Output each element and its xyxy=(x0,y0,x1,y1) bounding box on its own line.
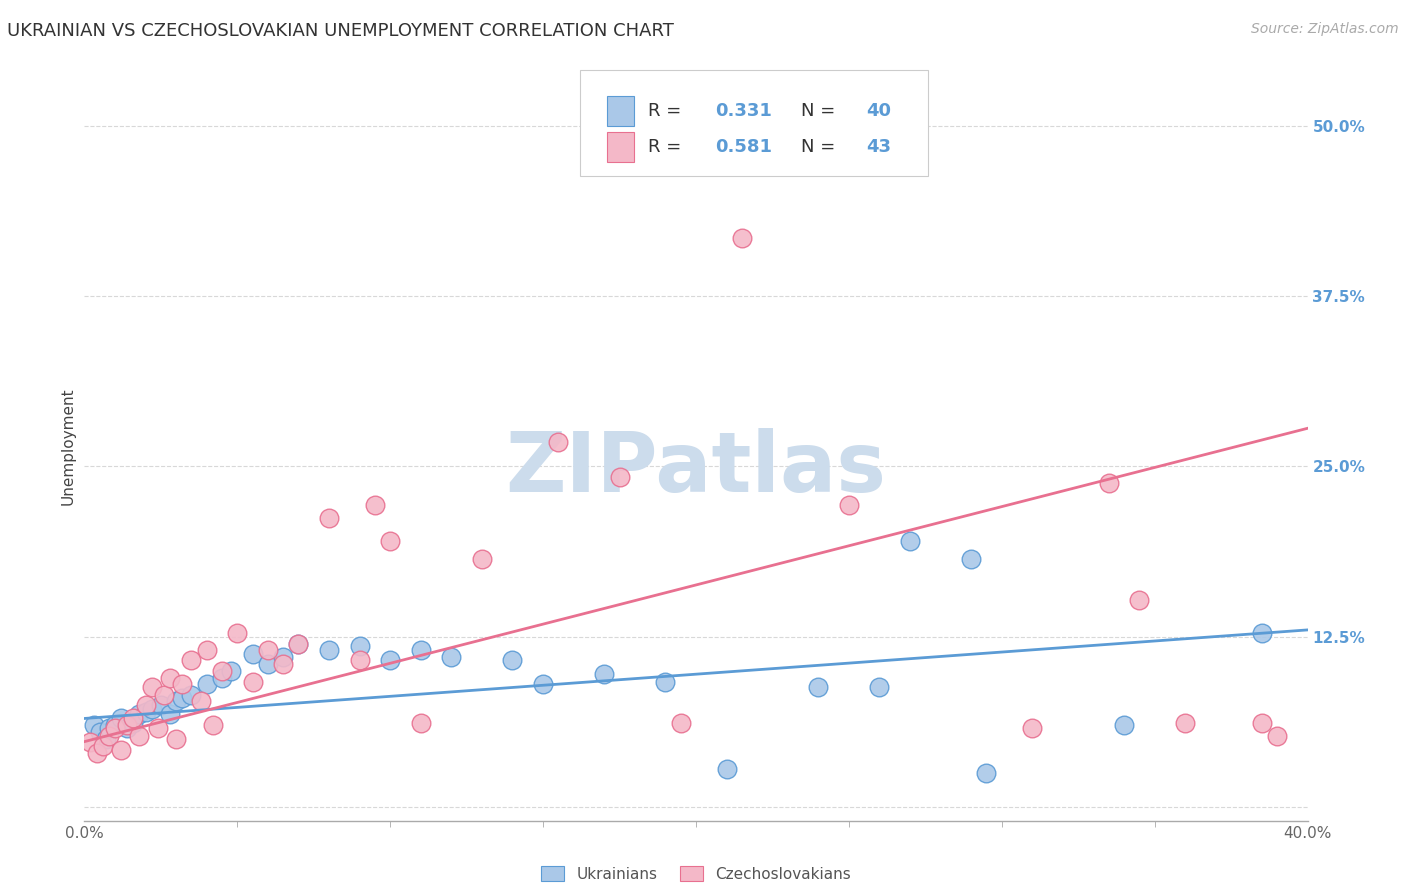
Point xyxy=(547,434,569,449)
Point xyxy=(211,671,233,685)
Text: N =: N = xyxy=(801,138,841,156)
Point xyxy=(318,511,340,525)
Text: 0.581: 0.581 xyxy=(716,138,772,156)
Point xyxy=(122,711,145,725)
Point xyxy=(219,664,242,678)
Point xyxy=(1128,593,1150,607)
Point xyxy=(165,731,187,746)
Point xyxy=(257,643,280,657)
Point xyxy=(242,648,264,662)
Point xyxy=(898,534,921,549)
Point xyxy=(1174,715,1197,730)
Point xyxy=(180,688,202,702)
Point xyxy=(104,721,127,735)
Point xyxy=(807,680,830,694)
Point xyxy=(190,694,212,708)
Point xyxy=(146,721,169,735)
Point xyxy=(89,725,111,739)
FancyBboxPatch shape xyxy=(606,132,634,162)
Text: R =: R = xyxy=(648,102,688,120)
Point xyxy=(1265,729,1288,743)
Point xyxy=(1250,715,1272,730)
Text: 0.331: 0.331 xyxy=(716,102,772,120)
Point xyxy=(149,698,172,712)
Point xyxy=(201,718,224,732)
Point xyxy=(440,650,463,665)
Point xyxy=(104,718,127,732)
Point xyxy=(531,677,554,691)
Point xyxy=(1021,721,1043,735)
Point xyxy=(257,657,280,671)
Point xyxy=(86,746,108,760)
Point xyxy=(172,677,194,691)
Point xyxy=(115,721,138,735)
Point xyxy=(960,552,983,566)
FancyBboxPatch shape xyxy=(606,95,634,126)
Point xyxy=(97,729,120,743)
Point xyxy=(135,705,157,719)
Text: UKRAINIAN VS CZECHOSLOVAKIAN UNEMPLOYMENT CORRELATION CHART: UKRAINIAN VS CZECHOSLOVAKIAN UNEMPLOYMEN… xyxy=(7,22,673,40)
Point xyxy=(110,743,132,757)
Point xyxy=(141,680,163,694)
Point xyxy=(1114,718,1136,732)
Text: R =: R = xyxy=(648,138,688,156)
Point xyxy=(349,640,371,654)
Point xyxy=(97,721,120,735)
Text: N =: N = xyxy=(801,102,841,120)
Point xyxy=(502,653,524,667)
Point xyxy=(79,734,101,748)
Point xyxy=(731,230,754,244)
Point xyxy=(287,636,309,650)
Point xyxy=(716,762,738,776)
Text: Source: ZipAtlas.com: Source: ZipAtlas.com xyxy=(1251,22,1399,37)
Point xyxy=(159,671,181,685)
Point xyxy=(83,718,105,732)
Point xyxy=(1098,475,1121,490)
Point xyxy=(226,625,249,640)
Point xyxy=(159,707,181,722)
Text: 40: 40 xyxy=(866,102,891,120)
Point xyxy=(287,636,309,650)
Point xyxy=(110,711,132,725)
Point xyxy=(135,698,157,712)
Point xyxy=(318,643,340,657)
Point xyxy=(195,643,218,657)
Point xyxy=(141,702,163,716)
Point xyxy=(122,715,145,730)
Point xyxy=(195,677,218,691)
Point xyxy=(271,657,294,671)
Point xyxy=(364,498,387,512)
Point xyxy=(172,691,194,706)
Point xyxy=(380,534,402,549)
Point xyxy=(271,650,294,665)
Text: ZIPatlas: ZIPatlas xyxy=(506,428,886,509)
Point xyxy=(593,666,616,681)
Y-axis label: Unemployment: Unemployment xyxy=(60,387,76,505)
Point xyxy=(128,729,150,743)
Point xyxy=(94,731,117,746)
Point xyxy=(153,688,176,702)
Point xyxy=(869,680,891,694)
Point xyxy=(409,715,432,730)
Point xyxy=(211,664,233,678)
Point xyxy=(409,643,432,657)
Point xyxy=(669,715,692,730)
Point xyxy=(349,653,371,667)
FancyBboxPatch shape xyxy=(579,70,928,177)
Point xyxy=(609,470,631,484)
Point xyxy=(838,498,860,512)
Point xyxy=(128,707,150,722)
Point xyxy=(380,653,402,667)
Point xyxy=(471,552,494,566)
Point xyxy=(180,653,202,667)
Point xyxy=(1250,625,1272,640)
Point xyxy=(91,739,114,753)
Point xyxy=(654,674,676,689)
Point xyxy=(242,674,264,689)
Text: 43: 43 xyxy=(866,138,891,156)
Point xyxy=(115,718,138,732)
Point xyxy=(165,694,187,708)
Point xyxy=(976,766,998,780)
Legend: Ukrainians, Czechoslovakians: Ukrainians, Czechoslovakians xyxy=(534,860,858,888)
